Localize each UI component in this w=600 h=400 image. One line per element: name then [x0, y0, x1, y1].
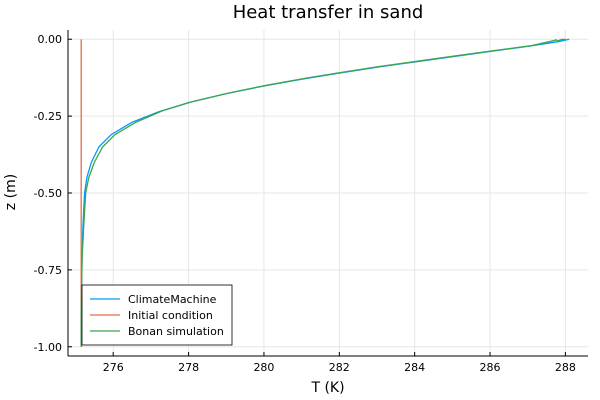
x-tick-label: 282 [329, 361, 350, 374]
legend-label-bonan-simulation: Bonan simulation [128, 325, 224, 338]
x-tick-label: 288 [555, 361, 576, 374]
y-tick-label: -0.75 [34, 264, 62, 277]
axes [67, 30, 588, 357]
y-tick-label: -0.50 [34, 187, 62, 200]
x-tick-label: 280 [253, 361, 274, 374]
series-line-bonan-simulation [80, 38, 566, 347]
x-tick-label: 276 [103, 361, 124, 374]
x-axis-label: T (K) [310, 380, 344, 396]
y-tick-label: -1.00 [34, 341, 62, 354]
x-tick-label: 286 [480, 361, 501, 374]
series-layer [80, 38, 570, 347]
grid [68, 30, 588, 356]
x-tick-label: 284 [404, 361, 425, 374]
tick-labels: 276 278 280 282 284 286 288 0.00 -0.25 -0.50 -0.75… [34, 33, 576, 374]
legend-label-initial-condition: Initial condition [128, 309, 213, 322]
x-tick-label: 278 [178, 361, 199, 374]
y-tick-label: -0.25 [34, 110, 62, 123]
legend: ClimateMachine Initial condition Bonan sim… [81, 284, 233, 346]
y-tick-label: 0.00 [38, 33, 63, 46]
chart-title: Heat transfer in sand [233, 2, 424, 23]
y-axis-label: z (m) [3, 174, 19, 210]
legend-label-climatemachine: ClimateMachine [128, 293, 217, 306]
